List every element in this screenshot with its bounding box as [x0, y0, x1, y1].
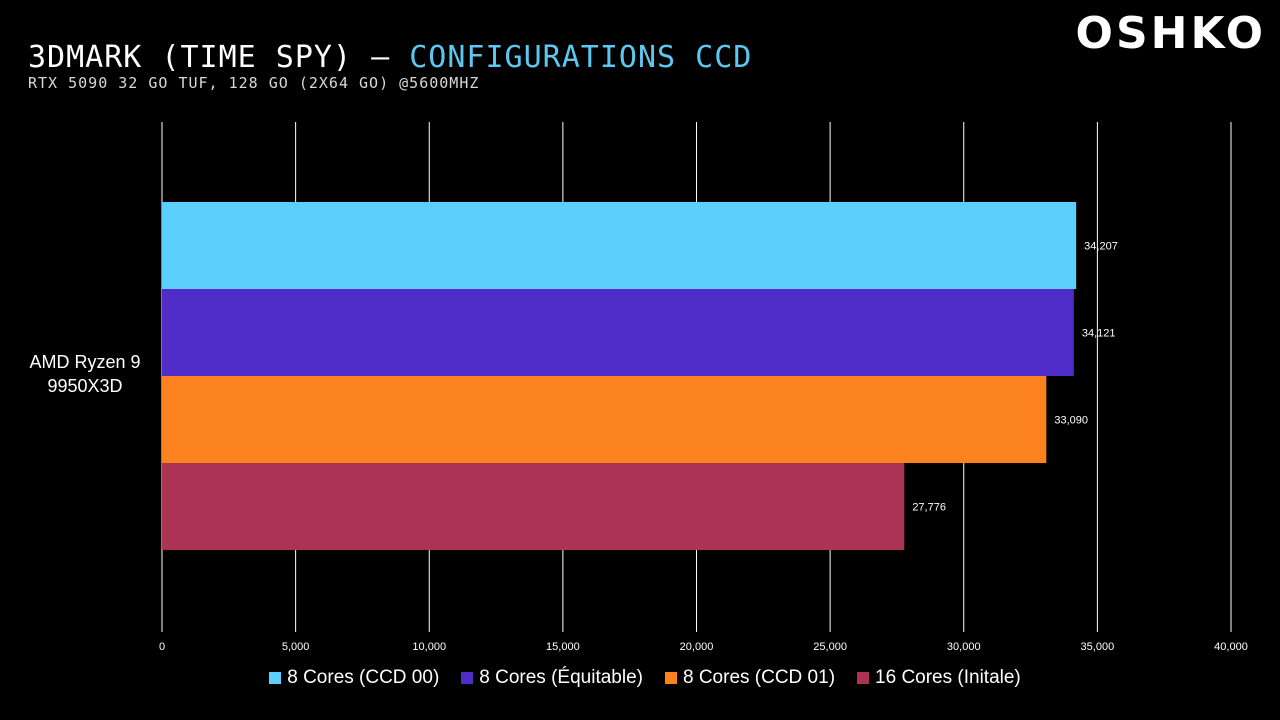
x-tick-label: 10,000: [412, 641, 446, 653]
legend-item: 16 Cores (Initale): [857, 667, 1021, 689]
chart-title: 3DMARK (TIME SPY) – CONFIGURATIONS CCD: [28, 40, 752, 76]
x-tick-label: 20,000: [680, 641, 714, 653]
data-label: 27,776: [912, 502, 946, 514]
chart-subtitle: RTX 5090 32 GO TUF, 128 GO (2X64 GO) @56…: [28, 74, 480, 92]
legend-item: 8 Cores (CCD 01): [664, 667, 836, 689]
category-label: AMD Ryzen 9: [29, 352, 140, 372]
chart-title-main: 3DMARK (TIME SPY) –: [28, 40, 410, 75]
x-tick-label: 25,000: [813, 641, 847, 653]
legend-item: 8 Cores (Équitable): [461, 667, 643, 689]
legend-swatch: [461, 672, 474, 684]
legend-label: 8 Cores (CCD 00): [287, 667, 440, 688]
x-tick-label: 0: [159, 641, 165, 653]
data-label: 34,121: [1082, 328, 1116, 340]
legend-swatch: [664, 672, 677, 684]
chart-legend: 8 Cores (CCD 00) 8 Cores (Équitable) 8 Cor…: [0, 667, 1280, 689]
bar: [162, 463, 905, 550]
legend-label: 16 Cores (Initale): [875, 667, 1021, 688]
legend-label: 8 Cores (Équitable): [479, 667, 643, 688]
x-tick-label: 35,000: [1081, 641, 1115, 653]
legend-swatch: [269, 672, 282, 684]
x-tick-label: 5,000: [282, 641, 310, 653]
oshko-logo: OSHKO: [1075, 8, 1266, 59]
legend-label: 8 Cores (CCD 01): [682, 667, 836, 688]
bar: [162, 289, 1074, 376]
data-label: 33,090: [1054, 415, 1088, 427]
bar: [162, 202, 1077, 289]
x-tick-label: 30,000: [947, 641, 981, 653]
data-label: 34,207: [1084, 241, 1118, 253]
x-tick-label: 40,000: [1214, 641, 1248, 653]
bar: [162, 376, 1047, 463]
chart-title-accent: CONFIGURATIONS CCD: [409, 40, 753, 75]
legend-item: 8 Cores (CCD 00): [269, 667, 439, 689]
legend-swatch: [857, 672, 870, 684]
x-tick-label: 15,000: [546, 641, 580, 653]
category-label: 9950X3D: [47, 376, 122, 396]
